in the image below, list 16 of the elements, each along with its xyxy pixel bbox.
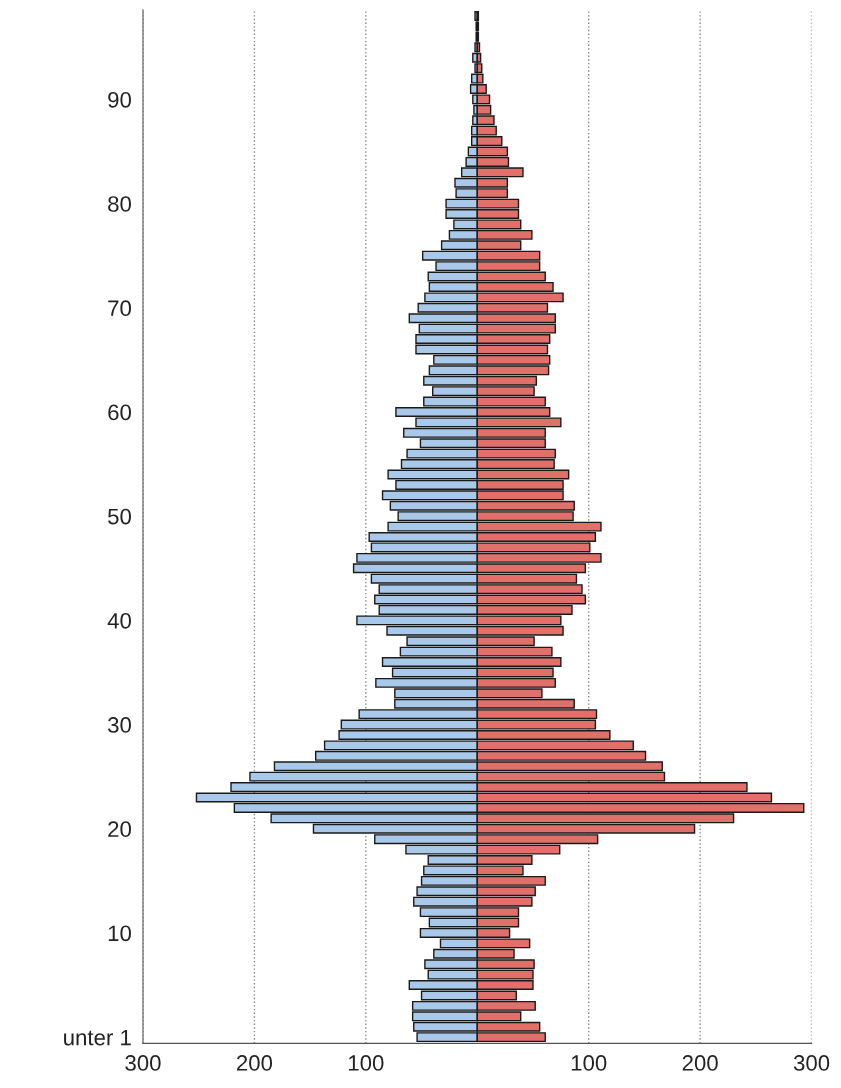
x-tick-label: 300 [793, 1055, 830, 1071]
x-tick-label: 100 [348, 1055, 384, 1071]
y-tick-label: 60 [108, 404, 131, 421]
y-tick-label: 80 [108, 196, 131, 212]
y-tick-label: 30 [107, 717, 131, 733]
y-tick-label: 10 [108, 925, 131, 942]
y-tick-label: 40 [107, 612, 131, 629]
y-tick-label: unter 1 [64, 1029, 131, 1046]
y-tick-label: 50 [108, 508, 131, 525]
x-tick-label: 300 [125, 1055, 161, 1071]
y-tick-label: 70 [108, 300, 131, 317]
x-tick-label: 200 [682, 1055, 718, 1071]
x-tick-label: 100 [571, 1055, 607, 1071]
x-tick-label: 200 [236, 1055, 273, 1071]
y-tick-label: 20 [108, 821, 131, 838]
y-tick-label: 90 [108, 91, 131, 108]
